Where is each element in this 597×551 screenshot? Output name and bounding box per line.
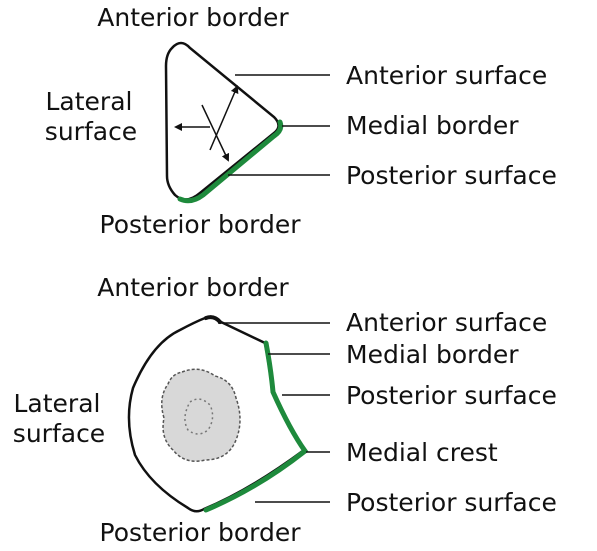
top-posterior-border-label: Posterior border [100, 210, 302, 239]
top-lateral-surface-label-line2: surface [45, 117, 137, 146]
marrow-inner-dots [184, 398, 214, 435]
bottom-anterior-edge-dark [204, 315, 222, 324]
top-anterior-surface-label: Anterior surface [346, 61, 547, 90]
top-medial-posterior-green-edge [177, 119, 284, 204]
top-medial-border-label: Medial border [346, 111, 519, 140]
bottom-posterior-border-label: Posterior border [100, 518, 302, 547]
top-lateral-surface-label-line1: Lateral [46, 87, 133, 116]
top-anterior-border-label: Anterior border [97, 3, 289, 32]
top-cross-section: Anterior border Lateral surface Anterior… [45, 3, 557, 239]
bottom-lateral-surface-label-line2: surface [13, 419, 105, 448]
marrow-cavity [161, 368, 241, 462]
bottom-cross-section: Anterior border Lateral surface Anterior… [13, 273, 557, 547]
top-arrow-down [201, 104, 230, 162]
top-arrow-up [209, 85, 239, 151]
bottom-lateral-surface-label-line1: Lateral [14, 389, 101, 418]
bottom-anterior-border-label: Anterior border [97, 273, 289, 302]
top-posterior-surface-label: Posterior surface [346, 161, 557, 190]
bottom-posterior-surface-upper-label: Posterior surface [346, 381, 557, 410]
bottom-medial-posterior-green-edge [203, 340, 309, 513]
bottom-medial-border-label: Medial border [346, 340, 519, 369]
bottom-posterior-surface-lower-label: Posterior surface [346, 488, 557, 517]
bottom-medial-crest-label: Medial crest [346, 438, 498, 467]
bottom-anterior-surface-label: Anterior surface [346, 308, 547, 337]
